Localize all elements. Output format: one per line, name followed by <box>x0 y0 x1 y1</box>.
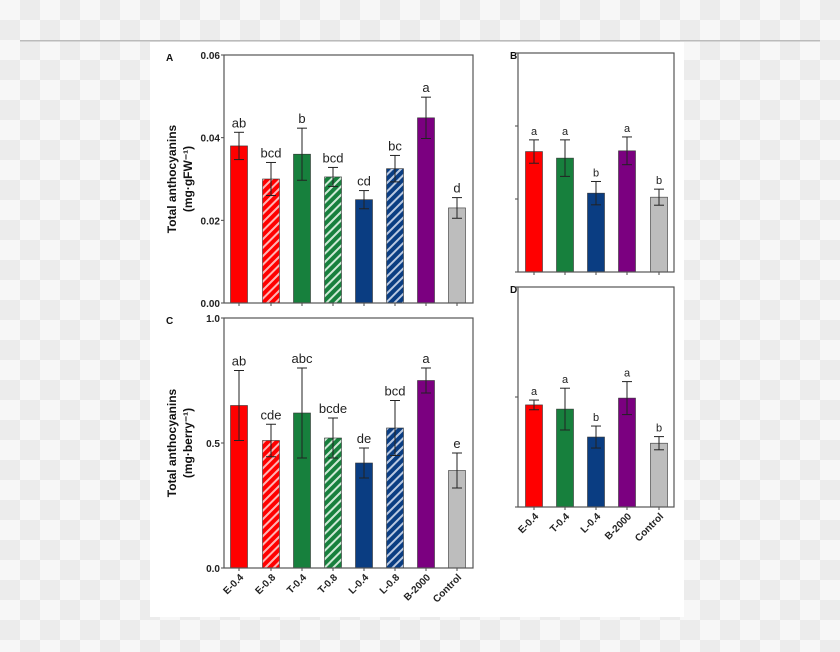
bar-l-0.8 <box>386 168 404 304</box>
bar-e-0.4 <box>525 404 543 508</box>
bar-e-0.8 <box>262 178 280 304</box>
y-tick-label: 1.0 <box>206 314 220 325</box>
significance-label: a <box>624 123 631 135</box>
bar-e-0.4 <box>525 151 543 273</box>
significance-label: b <box>656 175 662 187</box>
plot-frame <box>223 54 474 304</box>
panel-letter: B <box>510 51 517 62</box>
y-axis-label: Total anthocyanins <box>165 124 179 233</box>
top-rule <box>20 40 820 42</box>
significance-label: b <box>656 423 662 435</box>
y-tick-label: 0.04 <box>201 134 221 145</box>
plot-frame <box>223 317 474 569</box>
bar-control <box>448 207 466 304</box>
significance-label: d <box>453 181 460 196</box>
y-axis-label: Total anthocyanins <box>165 388 179 497</box>
significance-label: b <box>593 167 599 179</box>
significance-label: e <box>453 436 460 451</box>
significance-label: ab <box>232 354 246 369</box>
significance-label: bc <box>388 138 402 153</box>
bar-e-0.4 <box>230 145 248 304</box>
bar-t-0.8 <box>324 176 342 304</box>
bar-control <box>650 442 668 508</box>
bar-l-0.4 <box>355 462 373 569</box>
significance-label: b <box>298 111 305 126</box>
significance-label: bcd <box>261 145 282 160</box>
bar-b-2000 <box>417 117 435 304</box>
y-tick-label: 0.06 <box>201 51 221 62</box>
significance-label: cde <box>261 407 282 422</box>
bar-b-2000 <box>618 150 636 273</box>
plot-frame <box>517 286 675 508</box>
significance-label: de <box>357 431 371 446</box>
significance-label: a <box>624 368 631 380</box>
bar-b-2000 <box>417 380 435 569</box>
significance-label: bcd <box>323 150 344 165</box>
significance-label: cd <box>357 174 371 189</box>
significance-label: abc <box>292 351 313 366</box>
y-axis-unit: (mg·gFW⁻¹) <box>181 146 195 212</box>
y-tick-label: 0.5 <box>206 439 220 450</box>
significance-label: a <box>422 351 430 366</box>
panel-letter: C <box>166 316 173 327</box>
significance-label: a <box>531 386 538 398</box>
significance-label: a <box>422 80 430 95</box>
y-tick-label: 0.0 <box>206 564 220 575</box>
significance-label: a <box>562 126 569 138</box>
y-tick-label: 0.00 <box>201 299 221 310</box>
panel-letter: A <box>166 53 173 64</box>
panel-letter: D <box>510 285 517 296</box>
significance-label: b <box>593 412 599 424</box>
y-axis-unit: (mg·berry⁻¹) <box>181 408 195 478</box>
significance-label: ab <box>232 115 246 130</box>
plot-frame <box>517 52 675 273</box>
panel-b: Ba a b a b <box>510 51 675 275</box>
bar-control <box>650 196 668 273</box>
significance-label: a <box>562 374 569 386</box>
figure-background <box>150 42 684 617</box>
bar-l-0.4 <box>355 199 373 304</box>
significance-label: bcde <box>319 401 347 416</box>
significance-label: a <box>531 126 538 138</box>
bar-e-0.8 <box>262 440 280 569</box>
panel-a: A 0.00 0.02 0.04 0.06 Total anthocyanins (mg·g… <box>165 51 474 310</box>
significance-label: bcd <box>385 384 406 399</box>
y-tick-label: 0.02 <box>201 216 221 227</box>
